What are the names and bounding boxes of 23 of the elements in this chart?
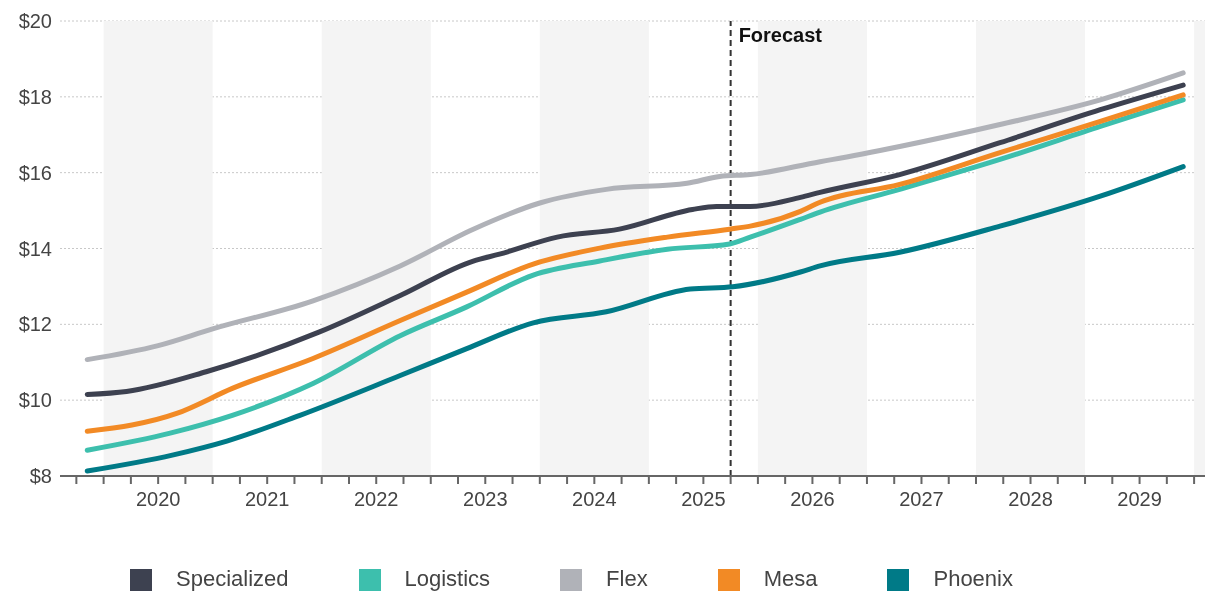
- y-tick-label: $18: [18, 85, 52, 108]
- x-tick-label: 2024: [572, 488, 617, 511]
- x-tick-label: 2021: [244, 488, 290, 511]
- y-tick-label: $20: [18, 10, 52, 33]
- y-tick-label: $8: [29, 465, 52, 488]
- y-tick-label: $16: [18, 161, 52, 184]
- legend-label: Phoenix: [933, 566, 1013, 591]
- ref-line-label: Forecast: [738, 24, 823, 46]
- legend-label: Flex: [606, 566, 648, 591]
- y-tick-label: $12: [18, 313, 52, 336]
- x-tick-label: 2028: [1008, 488, 1053, 511]
- x-tick-label: 2026: [790, 488, 835, 511]
- x-tick-label: 2022: [353, 488, 399, 511]
- x-tick-label: 2023: [463, 488, 508, 511]
- legend-label: Mesa: [763, 566, 818, 591]
- x-tick-label: 2025: [681, 488, 726, 511]
- x-tick-label: 2029: [1117, 488, 1162, 511]
- x-tick-label: 2027: [899, 488, 944, 511]
- y-tick-label: $10: [18, 389, 52, 412]
- x-tick-label: 2020: [135, 488, 181, 511]
- legend-label: Logistics: [404, 566, 491, 591]
- legend-label: Specialized: [176, 566, 289, 591]
- y-tick-label: $14: [18, 237, 52, 260]
